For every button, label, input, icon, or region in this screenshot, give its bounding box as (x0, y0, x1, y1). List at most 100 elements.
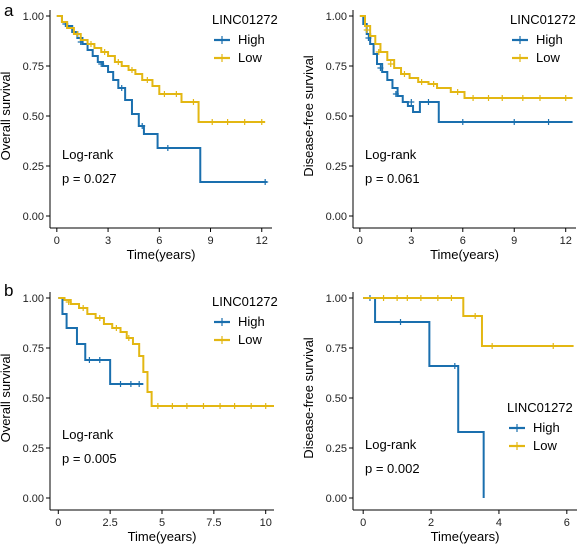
y-tick-label: 0.75 (23, 343, 44, 355)
x-tick-label: 6 (156, 235, 162, 247)
x-tick-label: 0 (357, 235, 363, 247)
y-tick-label: 0.50 (23, 393, 44, 405)
censor-mark-high (392, 91, 399, 97)
x-axis-label: Time(years) (431, 529, 500, 544)
x-tick-label: 2.5 (102, 517, 117, 529)
legend-entry-low: Low (536, 50, 560, 65)
x-tick-label: 7.5 (206, 517, 221, 529)
y-axis-label: Overall survival (0, 353, 13, 442)
censor-mark-low (430, 81, 437, 87)
x-tick-label: 2 (428, 517, 434, 529)
censor-mark-low (499, 95, 506, 101)
censor-mark-low (96, 315, 103, 321)
censor-mark-low (434, 295, 441, 301)
x-axis-label: Time(years) (128, 529, 197, 544)
y-tick-label: 0.25 (326, 443, 347, 455)
p-value-label: p = 0.002 (365, 461, 420, 476)
y-tick-label: 1.00 (23, 293, 44, 305)
censor-mark-low (387, 61, 394, 67)
censor-mark-low (258, 119, 265, 125)
legend-entry-low: Low (238, 332, 262, 347)
logrank-label: Log-rank (365, 147, 417, 162)
censor-mark-high (511, 119, 518, 125)
censor-mark-low (231, 403, 238, 409)
panel-letter-b: b (4, 281, 14, 300)
legend-entry-low: Low (533, 438, 557, 453)
legend-title: LINC01272 (212, 12, 278, 27)
y-tick-label: 1.00 (326, 293, 347, 305)
y-tick-label: 0.00 (326, 493, 347, 505)
censor-mark-low (125, 335, 132, 341)
censor-mark-high (451, 363, 458, 369)
y-axis-label: Disease-free survival (301, 55, 316, 176)
legend-entry-high: High (238, 314, 265, 329)
censor-mark-low (536, 95, 543, 101)
censor-mark-high (365, 35, 372, 41)
x-tick-label: 9 (207, 235, 213, 247)
x-axis-label: Time(years) (127, 247, 196, 262)
legend-title: LINC01272 (510, 12, 576, 27)
censor-mark-low (217, 403, 224, 409)
chart-panel-4: 0.00 0.25 0.50 0.75 1.00 0 2 4 6 Time(years) Disea… (301, 292, 577, 544)
censor-mark-low (550, 343, 557, 349)
y-axis-label: Disease-free survival (301, 337, 316, 458)
y-tick-label: 0.00 (23, 211, 44, 223)
survival-curve-high (363, 297, 485, 498)
censor-mark-high (96, 357, 103, 363)
censor-mark-low (417, 295, 424, 301)
censor-mark-low (448, 295, 455, 301)
x-tick-label: 9 (511, 235, 517, 247)
legend-title: LINC01272 (212, 294, 278, 309)
logrank-label: Log-rank (62, 147, 114, 162)
legend-title: LINC01272 (507, 400, 573, 415)
censor-mark-high (397, 319, 404, 325)
censor-mark-low (209, 119, 216, 125)
legend-entry-high: High (533, 420, 560, 435)
x-axis-label: Time(years) (430, 247, 499, 262)
censor-mark-low (485, 95, 492, 101)
censor-mark-low (401, 71, 408, 77)
y-tick-label: 1.00 (23, 11, 44, 23)
x-tick-label: 12 (256, 235, 268, 247)
censor-mark-high (164, 145, 171, 151)
panel-letter-a: a (4, 1, 14, 20)
y-tick-label: 0.50 (326, 111, 347, 123)
censor-mark-low (489, 343, 496, 349)
y-tick-label: 0.25 (23, 161, 44, 173)
censor-mark-low (380, 295, 387, 301)
chart-panel-3: 0.00 0.25 0.50 0.75 1.00 0 2.5 5 7.5 10 Time(years… (0, 292, 278, 544)
survival-curve-high (58, 297, 144, 385)
censor-mark-low (248, 403, 255, 409)
censor-mark-high (127, 381, 134, 387)
censor-mark-low (224, 119, 231, 125)
censor-mark-high (545, 119, 552, 125)
y-axis-label: Overall survival (0, 71, 13, 160)
censor-mark-low (173, 91, 180, 97)
logrank-label: Log-rank (365, 437, 417, 452)
censor-mark-low (562, 95, 569, 101)
censor-mark-high (459, 119, 466, 125)
censor-mark-low (65, 299, 72, 305)
chart-panel-2: 0.00 0.25 0.50 0.75 1.00 0 3 6 9 12 Time(years) Dis… (301, 10, 576, 262)
x-tick-label: 3 (105, 235, 111, 247)
y-tick-label: 0.25 (23, 443, 44, 455)
legend-entry-low: Low (238, 50, 262, 65)
censor-mark-low (454, 89, 461, 95)
legend-entry-high: High (238, 32, 265, 47)
survival-curve-low (56, 15, 266, 123)
x-tick-label: 5 (159, 517, 165, 529)
censor-mark-low (87, 41, 94, 47)
x-tick-label: 6 (460, 235, 466, 247)
y-tick-label: 0.50 (23, 111, 44, 123)
censor-mark-low (113, 325, 120, 331)
censor-mark-low (519, 95, 526, 101)
censor-mark-low (80, 305, 87, 311)
censor-mark-low (128, 67, 135, 73)
censor-mark-low (200, 403, 207, 409)
logrank-label: Log-rank (62, 427, 114, 442)
survival-curve-low (359, 15, 573, 99)
censor-mark-low (404, 295, 411, 301)
censor-mark-low (375, 49, 382, 55)
x-tick-label: 12 (560, 235, 572, 247)
